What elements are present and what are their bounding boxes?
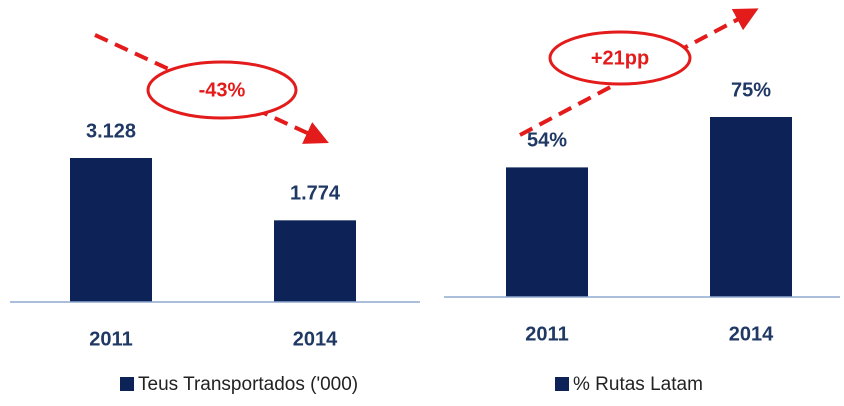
legend-swatch xyxy=(555,377,569,391)
x-tick-label: 2011 xyxy=(89,328,132,350)
bar xyxy=(506,167,588,297)
legend-label: Teus Transportados ('000) xyxy=(138,374,358,395)
annotation: -43% xyxy=(199,79,246,101)
x-tick-label: 2011 xyxy=(525,323,568,345)
value-label: 75% xyxy=(731,79,771,101)
annotation-ellipse xyxy=(146,60,298,120)
value-label: 1.774 xyxy=(290,183,341,205)
x-tick-label: 2014 xyxy=(729,323,774,345)
x-tick-label: 2014 xyxy=(293,328,338,350)
value-label: 3.128 xyxy=(86,120,136,142)
legend-label: % Rutas Latam xyxy=(573,374,703,395)
annotation: +21pp xyxy=(591,47,649,69)
annotation-ellipse xyxy=(548,30,692,86)
legend-swatch xyxy=(120,377,134,391)
bar xyxy=(70,158,152,302)
bar xyxy=(274,220,356,302)
bar xyxy=(710,117,792,297)
value-label: 54% xyxy=(527,130,567,152)
